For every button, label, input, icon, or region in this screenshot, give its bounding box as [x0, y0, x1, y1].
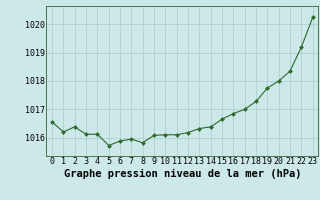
X-axis label: Graphe pression niveau de la mer (hPa): Graphe pression niveau de la mer (hPa)	[64, 169, 301, 179]
